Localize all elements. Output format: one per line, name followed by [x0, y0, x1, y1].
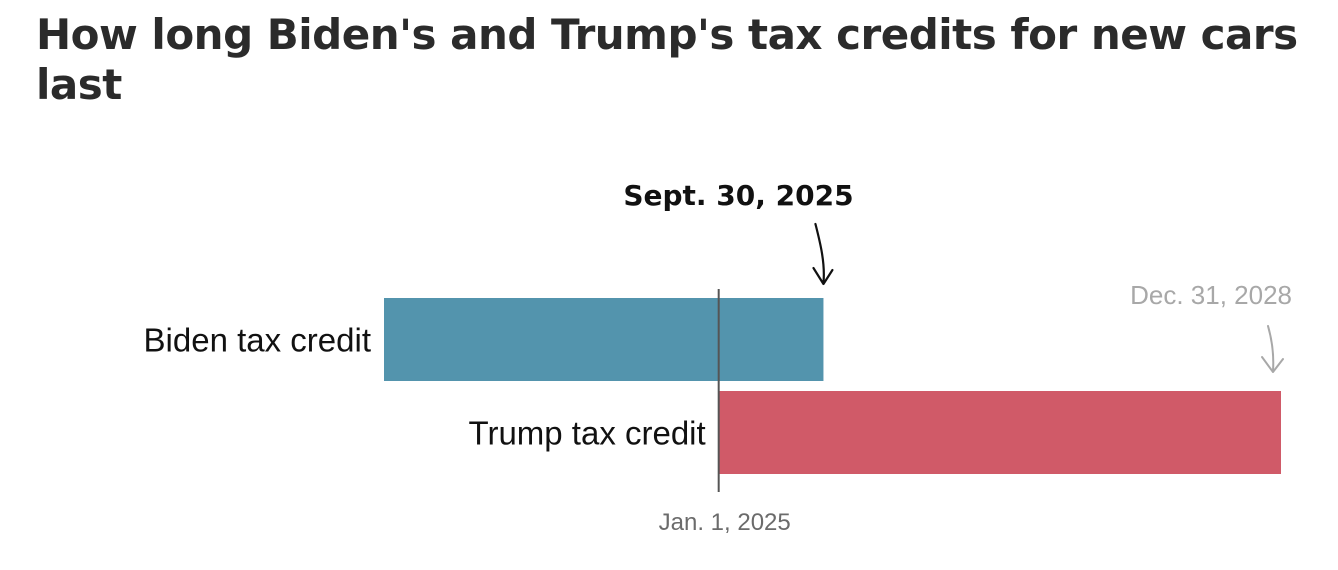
- category-label-1: Biden tax credit: [144, 322, 371, 359]
- annotation-arrow-2: [1267, 325, 1275, 372]
- category-label-2: Trump tax credit: [469, 415, 706, 452]
- annotation-arrow-1: [814, 222, 825, 285]
- annotation-arrowhead-1: [812, 266, 834, 286]
- annotation-arrowhead-2: [1261, 356, 1284, 373]
- reference-line-label: Jan. 1, 2025: [659, 509, 791, 536]
- chart-title: How long Biden's and Trump's tax credits…: [36, 10, 1298, 109]
- annotation-label-2: Dec. 31, 2028: [1130, 280, 1292, 310]
- annotation-label-1: Sept. 30, 2025: [623, 179, 853, 212]
- bar-1: [384, 298, 824, 381]
- bar-2: [718, 391, 1281, 474]
